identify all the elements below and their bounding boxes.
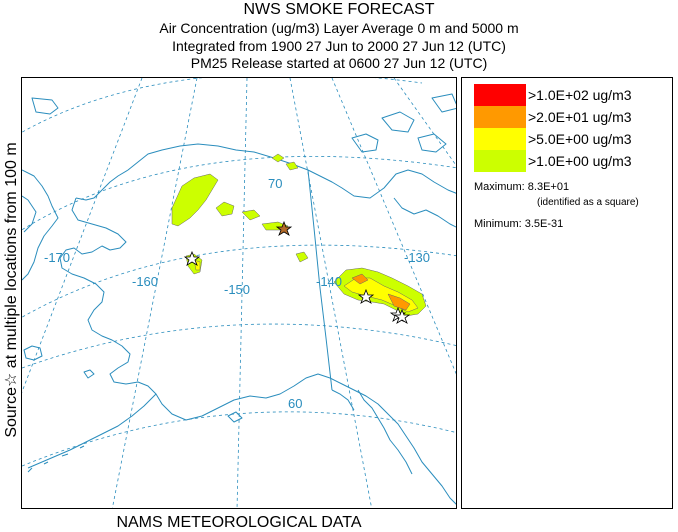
plume-north-slope-3 xyxy=(241,209,261,221)
plume-north-slope-2 xyxy=(215,201,235,217)
lat-line-75 xyxy=(22,78,423,133)
forecast-subtitle-concentration: Air Concentration (ug/m3) Layer Average … xyxy=(159,20,519,36)
legend-label-2: >2.0E+01 ug/m3 xyxy=(528,109,632,125)
coast-alaska-peninsula xyxy=(27,393,157,469)
coast-kodiak xyxy=(227,411,243,423)
coast-west-south xyxy=(59,197,456,505)
source-star-2 xyxy=(183,250,201,266)
coastlines xyxy=(22,93,456,505)
border-panhandle xyxy=(331,389,355,411)
coast-wrangel xyxy=(31,97,59,115)
lat-line-70 xyxy=(22,155,456,231)
legend-swatch-1 xyxy=(474,84,526,106)
lon-line-140w xyxy=(289,78,373,508)
border-alaska-canada xyxy=(307,169,333,391)
lon-line-170w xyxy=(22,78,143,393)
lon-label-160: -160 xyxy=(132,274,158,289)
legend-maximum: Maximum: 8.3E+01 xyxy=(474,181,570,193)
lon-label-130: -130 xyxy=(404,250,430,265)
legend-swatch-3 xyxy=(474,128,526,150)
forecast-subtitle-release: PM25 Release started at 0600 27 Jun 12 (… xyxy=(190,55,488,71)
smoke-map: -170 -160 -150 -140 -130 70 60 xyxy=(21,77,457,509)
legend-label-4: >1.0E+00 ug/m3 xyxy=(528,153,632,169)
source-star-1 xyxy=(275,220,293,236)
coast-siberia-inner xyxy=(22,195,37,233)
legend-panel: >1.0E+02 ug/m3 >2.0E+01 ug/m3 >5.0E+00 u… xyxy=(461,77,673,509)
coast-nunivak xyxy=(83,369,95,379)
coast-mackenzie xyxy=(393,197,456,228)
lat-line-55 xyxy=(22,411,456,467)
coast-arctic-islands xyxy=(351,93,456,153)
source-markers xyxy=(183,220,411,324)
legend-swatch-4 xyxy=(474,150,526,172)
plume-small-1 xyxy=(271,153,285,163)
coast-north-slope xyxy=(75,143,456,201)
meteorological-data-footer: NAMS METEOROLOGICAL DATA xyxy=(116,514,362,531)
coast-aleutian-islands xyxy=(27,445,85,473)
lon-line-160w xyxy=(111,78,198,508)
legend-label-3: >5.0E+00 ug/m3 xyxy=(528,131,632,147)
source-star-5 xyxy=(393,308,411,324)
plume-small-2 xyxy=(285,161,299,171)
legend-label-1: >1.0E+02 ug/m3 xyxy=(528,87,632,103)
coast-panhandle xyxy=(357,389,413,475)
lat-label-70: 70 xyxy=(268,176,282,191)
smoke-plumes xyxy=(171,153,427,317)
plume-east-core-2 xyxy=(351,273,369,285)
lon-line-120w xyxy=(393,78,456,166)
lat-label-60: 60 xyxy=(288,396,302,411)
coast-siberia xyxy=(22,169,59,281)
forecast-title: NWS SMOKE FORECAST xyxy=(243,1,435,18)
plume-north-slope xyxy=(171,173,219,227)
plume-small-3 xyxy=(295,251,309,263)
lon-label-140: -140 xyxy=(316,274,342,289)
smoke-map-svg: -170 -160 -150 -140 -130 70 60 xyxy=(22,78,456,508)
legend-swatch-2 xyxy=(474,106,526,128)
lon-label-170: -170 xyxy=(44,250,70,265)
longitude-lines xyxy=(22,78,456,508)
source-side-label-text: Source☆ at multiple locations from 100 m xyxy=(3,142,20,438)
lon-line-150w xyxy=(236,78,248,508)
lon-line-130w xyxy=(331,78,456,375)
lat-line-60 xyxy=(22,323,456,369)
source-star-3 xyxy=(357,288,375,304)
legend-minimum: Minimum: 3.5E-31 xyxy=(474,218,564,230)
lon-label-150: -150 xyxy=(224,282,250,297)
forecast-subtitle-integration: Integrated from 1900 27 Jun to 2000 27 J… xyxy=(172,38,506,54)
legend-maximum-note: (identified as a square) xyxy=(537,197,639,208)
coast-st-lawrence xyxy=(23,345,43,361)
plume-east-core xyxy=(387,293,411,311)
latitude-lines xyxy=(22,78,456,467)
